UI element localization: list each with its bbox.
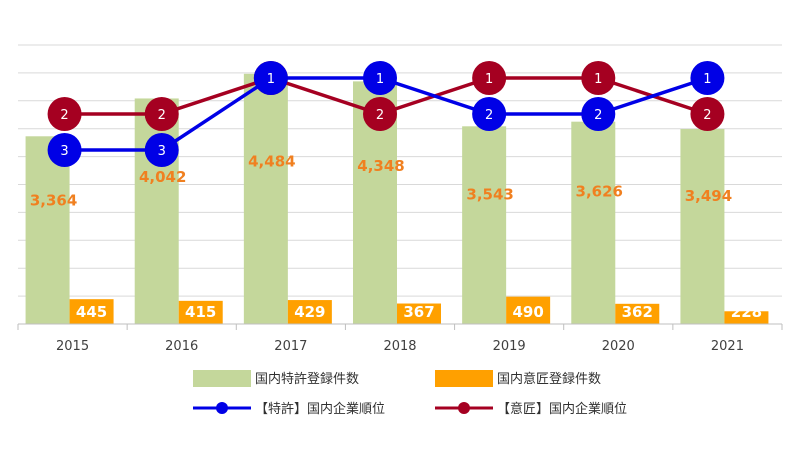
x-tick-label: 2015 [56, 339, 89, 354]
design-value-label: 228 [731, 303, 762, 321]
design-value-label: 445 [76, 303, 107, 321]
patent-rank-marker [47, 133, 82, 167]
patent-bar [134, 98, 179, 325]
design-rank-marker [47, 97, 82, 131]
patent-rank-marker [363, 61, 397, 95]
design-bar [724, 311, 769, 324]
x-tick-label: 2017 [274, 339, 307, 354]
patent-value-label: 3,364 [30, 192, 77, 210]
patent-rank-rank-label: 3 [60, 144, 68, 159]
legend-swatch [193, 370, 251, 387]
patent-rank-rank-label: 2 [594, 108, 602, 123]
design-rank-marker [472, 61, 507, 95]
patent-value-label: 3,543 [466, 185, 513, 203]
bars [25, 73, 769, 325]
patent-rank-marker [690, 61, 725, 95]
x-tick-label: 2016 [165, 339, 198, 354]
x-tick-label: 2021 [711, 339, 744, 354]
patent-rank-rank-label: 1 [376, 72, 384, 87]
data-labels: 3,364 4,042 4,484 4,348 3,543 3,626 3,494 445 41… [30, 152, 762, 321]
design-rank-marker [690, 97, 725, 131]
x-tick-label: 2018 [383, 339, 416, 354]
legend: 国内特許登録件数 国内意匠登録件数【特許】国内企業順位 【意匠】国内企業順位 [193, 370, 627, 417]
x-tick-label: 2019 [493, 339, 526, 354]
design-bar [506, 296, 551, 324]
design-value-label: 362 [622, 303, 653, 321]
patent-rank-rank-label: 1 [703, 72, 711, 87]
design-rank-rank-label: 1 [485, 72, 493, 87]
patent-value-label: 4,348 [357, 157, 404, 175]
legend-label: 国内特許登録件数 [255, 371, 359, 387]
design-value-label: 367 [403, 303, 434, 321]
design-bar [178, 300, 223, 324]
design-rank-rank-label: 2 [60, 108, 68, 123]
patent-value-label: 3,626 [576, 183, 623, 201]
patent-bar [462, 126, 507, 324]
design-rank-rank-label: 2 [158, 108, 166, 123]
legend-label: 【特許】国内企業順位 [255, 401, 385, 417]
design-rank-marker [581, 61, 616, 95]
design-value-label: 490 [512, 303, 543, 321]
patent-value-label: 4,484 [248, 152, 295, 170]
patent-bar [243, 73, 288, 324]
design-bar [287, 300, 332, 324]
rank-lines: 22121123311221 [47, 61, 725, 167]
x-tick-label: 2020 [602, 339, 635, 354]
design-value-label: 415 [185, 303, 216, 321]
patent-bar [25, 136, 70, 324]
legend-marker [458, 402, 470, 414]
design-bar [397, 303, 441, 324]
patent-value-label: 3,494 [685, 187, 732, 205]
patent-rank-rank-label: 2 [485, 108, 493, 123]
design-rank-rank-label: 2 [376, 108, 384, 123]
x-axis: 2015 2016 2017 2018 2019 2020 2021 [17, 323, 783, 354]
patent-rank-rank-label: 3 [158, 144, 166, 159]
patent-rank-rank-label: 1 [267, 72, 275, 87]
patent-bar [680, 129, 725, 324]
patent-rank-marker [581, 97, 616, 131]
design-rank-rank-label: 2 [703, 108, 711, 123]
design-rank-rank-label: 1 [594, 72, 602, 87]
patent-rank-marker [253, 61, 288, 95]
design-bar [615, 303, 660, 324]
patent-value-label: 4,042 [139, 168, 186, 186]
design-value-label: 429 [294, 303, 325, 321]
patent-rank-marker [144, 133, 179, 167]
design-rank-marker [144, 97, 179, 131]
design-rank-marker [363, 97, 397, 131]
legend-label: 【意匠】国内企業順位 [497, 401, 627, 417]
patent-rank-marker [472, 97, 507, 131]
legend-marker [216, 402, 228, 414]
legend-label: 国内意匠登録件数 [497, 371, 601, 387]
legend-swatch [435, 370, 493, 387]
design-bar [69, 299, 114, 324]
patent-bar [571, 121, 616, 325]
